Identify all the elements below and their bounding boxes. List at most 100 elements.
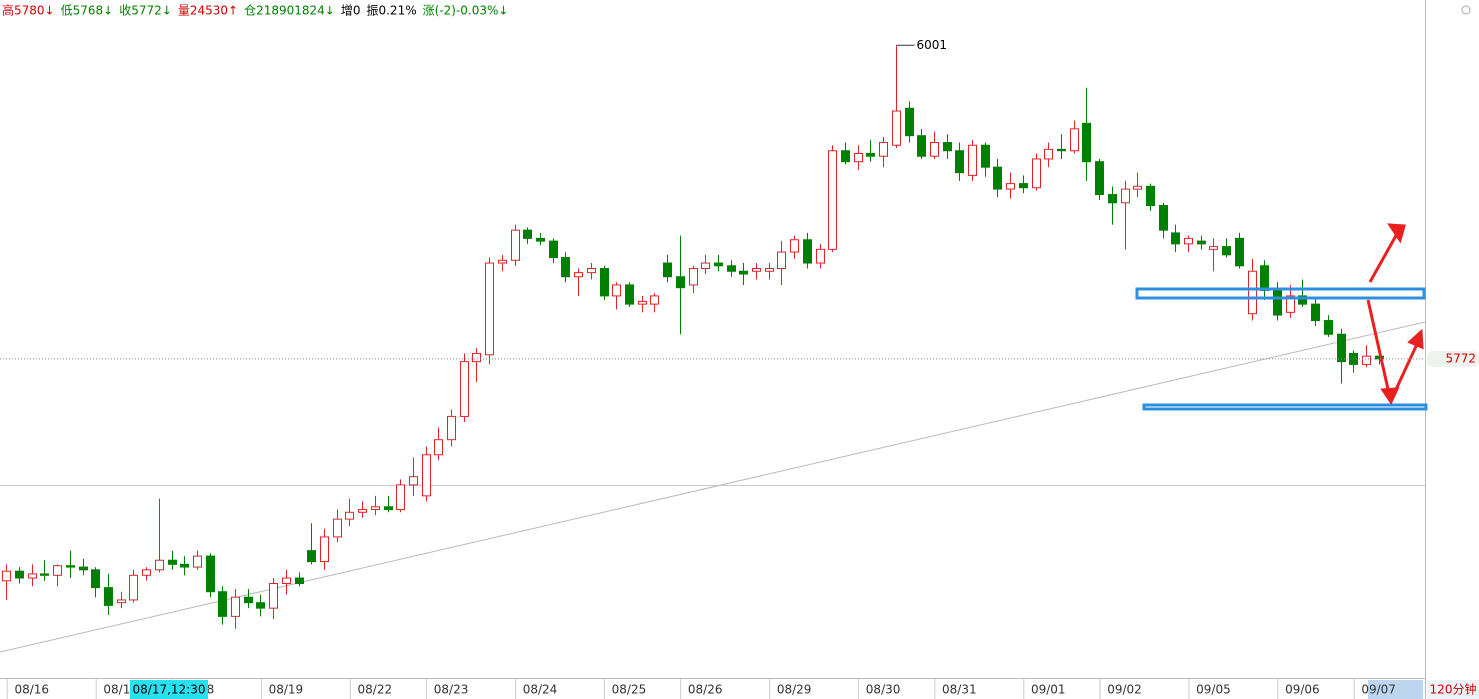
candle-body (1222, 246, 1231, 256)
candle-body (422, 454, 431, 497)
candles (2, 45, 1384, 629)
candle-body (1286, 295, 1295, 313)
candle-body (1171, 232, 1180, 245)
candle-body (943, 142, 952, 152)
x-tick-label: 08/29 (777, 683, 812, 697)
candle-body (574, 272, 583, 278)
candle-body (2, 570, 11, 582)
candle-body (256, 602, 265, 609)
arrow-up (1390, 341, 1420, 399)
candle-body (930, 142, 939, 157)
candle-body (498, 259, 507, 264)
candle-body (549, 240, 558, 259)
info-bar: 高5780↓ 低5768↓ 收5772↓ 量24530↑ 仓218901824↓ 增0 振0… (2, 3, 508, 18)
x-tick-label: 08/30 (866, 683, 901, 697)
candle-body (155, 559, 164, 571)
settings-icon (1461, 5, 1471, 15)
candle-body (168, 559, 177, 565)
x-tick-label: 08/25 (612, 683, 647, 697)
candle-body (142, 569, 151, 576)
candle-body (1273, 289, 1282, 316)
cursor-label: 08/17,12:30 (133, 683, 206, 697)
candle-body (218, 591, 227, 617)
candle-body (1057, 148, 1066, 152)
arrow-up (1368, 231, 1400, 283)
candle-body (689, 268, 698, 286)
info-item: 收5772↓ (119, 4, 172, 18)
candle-body (1337, 333, 1346, 363)
candle-body (816, 248, 825, 264)
candle-body (1298, 295, 1307, 305)
info-item: 量24530↑ (178, 4, 238, 18)
max-label: 6001 (917, 38, 948, 52)
candle-body (854, 152, 863, 163)
candle-body (1146, 185, 1155, 207)
candle-body (765, 268, 774, 272)
candle-body (66, 565, 75, 568)
candle-body (1235, 237, 1244, 267)
support-box (1142, 403, 1428, 411)
last-price-label: 5772 (1445, 351, 1476, 365)
candle-body (434, 439, 443, 456)
candle-body (866, 152, 875, 157)
x-tick-label: 08/16 (14, 683, 49, 697)
period-bg (1427, 680, 1479, 699)
x-tick-label: 08/31 (942, 683, 977, 697)
candle-body (790, 239, 799, 253)
candle-body (714, 262, 723, 267)
candle-body (1248, 270, 1257, 315)
candle-body (1133, 185, 1142, 190)
candle-body (371, 506, 380, 511)
info-item: 高5780↓ (2, 3, 55, 18)
candle-body (917, 135, 926, 157)
candle-body (587, 268, 596, 274)
candle-body (282, 577, 291, 585)
x-tick-label: 08/23 (434, 683, 469, 697)
candle-body (663, 262, 672, 278)
candle-body (955, 150, 964, 174)
candle-body (1159, 205, 1168, 231)
info-item: 增0 (341, 4, 361, 18)
candle-body (320, 536, 329, 563)
candle-body (1108, 194, 1117, 204)
candle-body (358, 509, 367, 513)
candle-body (841, 150, 850, 163)
candle-body (104, 587, 113, 606)
arrow-head (1387, 223, 1406, 244)
period: 120分钟 (1430, 682, 1477, 697)
candle-body (384, 506, 393, 511)
candle-body (981, 144, 990, 168)
x-tick-label: 09/02 (1107, 683, 1142, 697)
candle-body (612, 284, 621, 297)
candle-body (269, 583, 278, 609)
candle-body (1209, 246, 1218, 250)
candle-body (472, 352, 481, 363)
x-tick-label: 09/01 (1031, 683, 1066, 697)
x-tick-label: 09/05 (1196, 683, 1231, 697)
candle-body (1121, 188, 1130, 204)
last-label-bg (1368, 680, 1423, 699)
candle-body (79, 566, 88, 571)
candle-body (625, 284, 634, 305)
candle-body (600, 268, 609, 297)
candle-body (460, 361, 469, 417)
candle-body (231, 596, 240, 617)
x-tick-label: 09/07 (1361, 683, 1396, 697)
candle-body (1324, 320, 1333, 335)
candle-body (905, 107, 914, 137)
candle-body (892, 110, 901, 146)
candle-body (739, 270, 748, 275)
x-tick-label: 08/22 (358, 683, 393, 697)
candle-body (244, 596, 253, 604)
candle-body (345, 511, 354, 520)
candle-body (206, 555, 215, 593)
candle-body (1019, 183, 1028, 189)
candle-body (409, 476, 418, 486)
arrow-head (1407, 328, 1424, 350)
candle-body (1311, 303, 1320, 322)
candle-body (1006, 183, 1015, 190)
candle-body (1044, 148, 1053, 160)
candle-body (129, 574, 138, 601)
